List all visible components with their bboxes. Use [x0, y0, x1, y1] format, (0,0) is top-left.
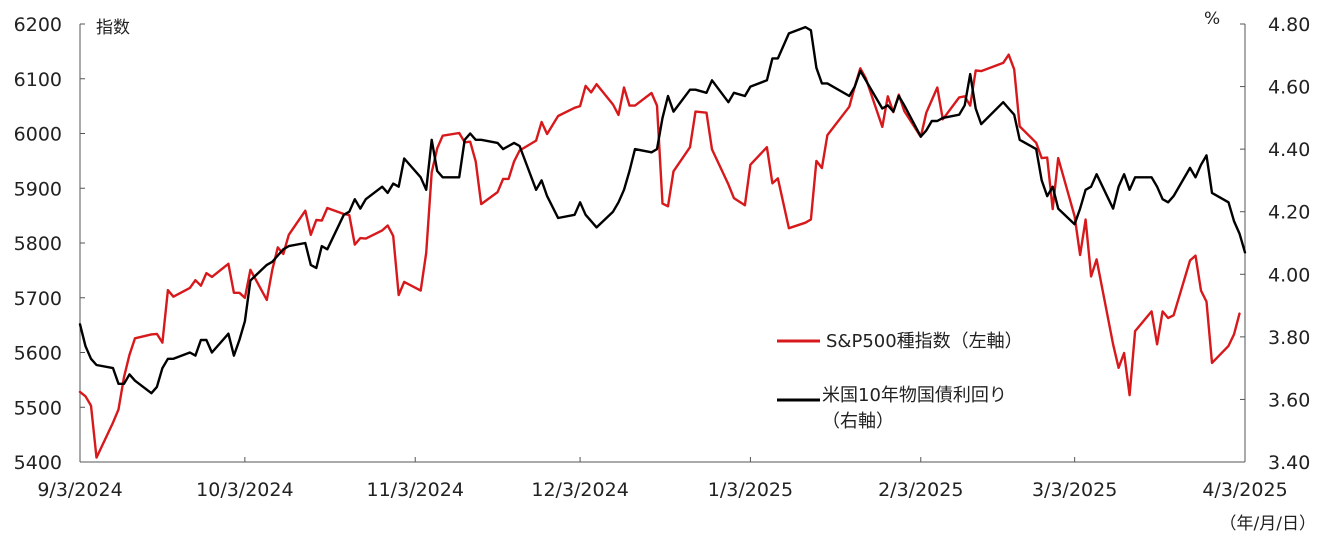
- legend-label-sp500: S&P500種指数（左軸）: [826, 331, 1023, 352]
- left-tick-label: 5900: [14, 178, 62, 200]
- x-tick-label: 10/3/2024: [196, 479, 293, 501]
- right-tick-label: 3.80: [1268, 327, 1310, 349]
- legend-label-us10y-line1: 米国10年物国債利回り: [822, 385, 1007, 406]
- x-tick-label: 9/3/2024: [37, 479, 122, 501]
- series-line-sp500: [78, 53, 1241, 459]
- x-tick-label: 11/3/2024: [367, 479, 464, 501]
- left-axis-unit-label: 指数: [96, 18, 130, 38]
- left-tick-label: 6000: [14, 124, 62, 146]
- left-tick-label: 5500: [14, 397, 62, 419]
- legend-label-us10y-line2: （右軸）: [822, 411, 894, 432]
- left-tick-label: 5800: [14, 233, 62, 255]
- right-tick-label: 4.20: [1268, 202, 1310, 224]
- x-tick-label: 12/3/2024: [531, 479, 628, 501]
- legend: S&P500種指数（左軸） 米国10年物国債利回り （右軸）: [777, 331, 1023, 432]
- x-axis-unit-label: （年/月/日）: [1220, 514, 1316, 534]
- left-tick-label: 5400: [14, 452, 62, 474]
- x-tick-label: 4/3/2025: [1202, 479, 1287, 501]
- series-layer: [78, 25, 1247, 459]
- left-tick-label: 6200: [14, 14, 62, 36]
- right-tick-label: 4.40: [1268, 139, 1310, 161]
- x-axis-ticks: 9/3/2024 10/3/2024 11/3/2024 12/3/2024 1/3/2…: [37, 457, 1288, 501]
- x-tick-label: 2/3/2025: [878, 479, 963, 501]
- right-axis-ticks: 4.80 4.60 4.40 4.20 4.00 3.80 3.60 3.40: [1240, 14, 1310, 474]
- right-tick-label: 4.00: [1268, 264, 1310, 286]
- right-axis-unit-label: %: [1204, 9, 1220, 29]
- right-axis: 4.80 4.60 4.40 4.20 4.00 3.80 3.60 3.40: [1240, 14, 1310, 474]
- legend-item-sp500: S&P500種指数（左軸）: [777, 331, 1023, 352]
- right-tick-label: 3.40: [1268, 452, 1310, 474]
- right-tick-label: 3.60: [1268, 389, 1310, 411]
- left-tick-label: 6100: [14, 69, 62, 91]
- series-line-us10y: [78, 25, 1247, 395]
- x-tick-label: 3/3/2025: [1032, 479, 1117, 501]
- left-axis-ticks: 6200 6100 6000 5900 5800 5700 5600 5500 5400: [14, 14, 85, 474]
- left-tick-label: 5700: [14, 288, 62, 310]
- right-tick-label: 4.80: [1268, 14, 1310, 36]
- left-axis: 6200 6100 6000 5900 5800 5700 5600 5500 5400: [14, 14, 85, 474]
- legend-item-us10y: 米国10年物国債利回り （右軸）: [777, 385, 1007, 432]
- right-tick-label: 4.60: [1268, 77, 1310, 99]
- x-tick-label: 1/3/2025: [708, 479, 793, 501]
- left-tick-label: 5600: [14, 343, 62, 365]
- x-axis: 9/3/2024 10/3/2024 11/3/2024 12/3/2024 1/3/2…: [37, 457, 1288, 501]
